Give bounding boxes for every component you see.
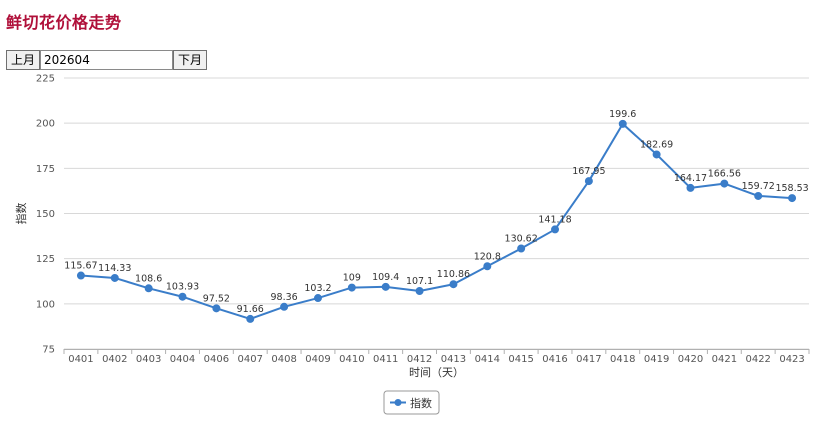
next-month-button[interactable]: 下月 — [173, 50, 208, 70]
x-tick-label: 0412 — [407, 354, 432, 365]
data-label: 120.8 — [474, 251, 501, 262]
x-tick-label: 0414 — [475, 354, 500, 365]
data-label: 158.53 — [775, 183, 808, 194]
data-label: 109 — [343, 273, 361, 284]
data-point — [280, 302, 289, 311]
data-point — [178, 292, 187, 301]
data-point — [754, 191, 763, 200]
series — [76, 119, 797, 323]
x-tick-label: 0408 — [271, 354, 296, 365]
data-point — [551, 225, 560, 234]
data-label: 107.1 — [406, 276, 433, 287]
data-label: 182.69 — [640, 139, 673, 150]
data-point — [788, 194, 797, 203]
x-tick-label: 0416 — [542, 354, 567, 365]
data-label: 141.18 — [538, 214, 571, 225]
x-tick-label: 0410 — [339, 354, 364, 365]
month-selector: 上月 下月 — [6, 50, 208, 70]
data-point — [517, 244, 526, 253]
x-tick-label: 0421 — [712, 354, 737, 365]
data-point — [686, 183, 695, 192]
x-tick-label: 0401 — [68, 354, 93, 365]
data-point — [246, 314, 255, 323]
data-label: 103.93 — [166, 282, 199, 293]
data-point — [584, 177, 593, 186]
data-label: 130.62 — [505, 234, 538, 245]
data-point — [618, 119, 627, 128]
legend-box — [383, 390, 440, 415]
x-tick-label: 0420 — [678, 354, 703, 365]
x-tick-label: 0406 — [204, 354, 229, 365]
legend-entry: 指数 — [410, 396, 432, 410]
axes: 75 100 125 150 175 200 225 0401 0402 0403 0404 0406… — [36, 74, 810, 365]
data-label: 103.2 — [304, 283, 331, 294]
y-tick-label: 75 — [42, 345, 55, 356]
data-label: 108.6 — [135, 273, 162, 284]
data-label: 166.56 — [708, 169, 741, 180]
x-tick-label: 0403 — [136, 354, 161, 365]
y-tick-label: 200 — [36, 119, 55, 130]
y-axis-title: 指数 — [14, 203, 28, 225]
x-tick-label: 0419 — [644, 354, 669, 365]
x-tick-label: 0422 — [745, 354, 770, 365]
grid — [64, 77, 809, 350]
data-point — [720, 179, 729, 188]
data-point — [144, 284, 153, 293]
x-tick-label: 0415 — [508, 354, 533, 365]
x-tick-label: 0423 — [779, 354, 804, 365]
data-label: 109.4 — [372, 272, 399, 283]
y-tick-label: 125 — [36, 254, 55, 265]
legend-marker — [394, 399, 402, 406]
x-tick-label: 0407 — [238, 354, 263, 365]
data-point — [313, 294, 322, 303]
x-tick-label: 0404 — [170, 354, 195, 365]
data-point — [652, 150, 661, 159]
x-tick-label: 0409 — [305, 354, 330, 365]
data-label: 199.6 — [609, 109, 636, 120]
data-point — [381, 282, 390, 291]
data-label: 167.95 — [572, 166, 605, 177]
data-point — [110, 273, 119, 282]
data-label: 114.33 — [98, 263, 131, 274]
data-label: 97.52 — [203, 293, 230, 304]
data-label: 91.66 — [237, 304, 264, 315]
data-label: 115.67 — [64, 261, 97, 272]
y-tick-label: 225 — [36, 74, 55, 85]
y-tick-label: 100 — [36, 299, 55, 310]
data-label: 164.17 — [674, 173, 707, 184]
page-title: 鲜切花价格走势 — [6, 13, 122, 32]
data-label: 98.36 — [271, 292, 298, 303]
x-tick-label: 0413 — [441, 354, 466, 365]
data-point — [415, 287, 424, 296]
y-tick-label: 150 — [36, 209, 55, 220]
y-tick-label: 175 — [36, 164, 55, 175]
data-label: 110.86 — [437, 269, 470, 280]
x-tick-label: 0417 — [576, 354, 601, 365]
prev-month-button[interactable]: 上月 — [6, 50, 41, 70]
x-tick-label: 0402 — [102, 354, 127, 365]
x-axis-title: 时间（天） — [409, 366, 464, 379]
data-label: 159.72 — [742, 181, 775, 192]
x-tick-label: 0411 — [373, 354, 398, 365]
data-point — [347, 283, 356, 292]
data-point — [483, 262, 492, 271]
series-line — [80, 122, 793, 320]
data-point — [212, 304, 221, 313]
month-input[interactable] — [40, 50, 174, 70]
data-labels: 115.67 114.33 108.6 103.93 97.52 91.66 98.36 10… — [64, 109, 808, 315]
legend[interactable]: 指数 — [383, 390, 440, 415]
x-tick-label: 0418 — [610, 354, 635, 365]
data-point — [449, 280, 458, 289]
data-point — [76, 271, 85, 280]
